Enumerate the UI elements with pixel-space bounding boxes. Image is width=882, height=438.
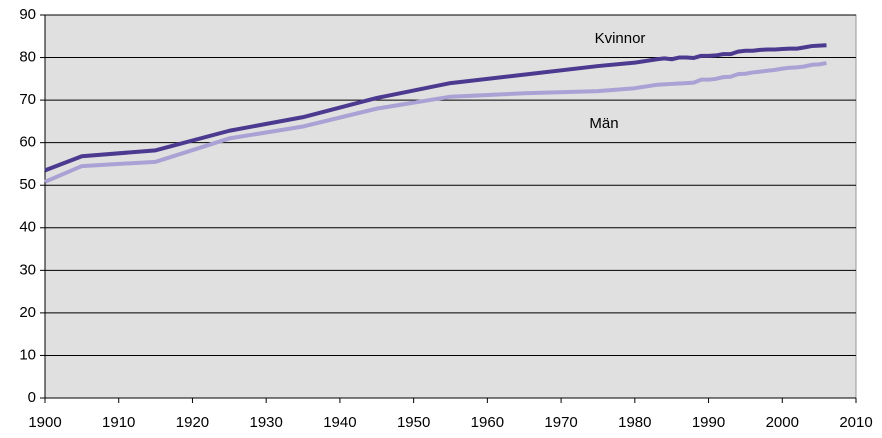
y-tick-label: 30 bbox=[19, 261, 36, 278]
plot-area bbox=[44, 14, 857, 399]
y-tick-label: 40 bbox=[19, 219, 36, 236]
line bbox=[44, 43, 827, 173]
x-tick-label: 1950 bbox=[397, 414, 430, 431]
x-tick-label: 1970 bbox=[544, 414, 577, 431]
x-tick-label: 1980 bbox=[618, 414, 651, 431]
x-tick-label: 1930 bbox=[249, 414, 282, 431]
line bbox=[44, 61, 827, 184]
y-tick-label: 90 bbox=[19, 6, 36, 23]
y-tick-label: 0 bbox=[28, 389, 36, 406]
y-tick-label: 20 bbox=[19, 304, 36, 321]
y-tick-label: 10 bbox=[19, 346, 36, 363]
x-tick-label: 1900 bbox=[28, 414, 61, 431]
x-tick-label: 1990 bbox=[692, 414, 725, 431]
x-tick-label: 2010 bbox=[839, 414, 872, 431]
y-tick-label: 60 bbox=[19, 134, 36, 151]
x-tick-label: 1940 bbox=[323, 414, 356, 431]
y-tick-label: 70 bbox=[19, 91, 36, 108]
x-tick-label: 1910 bbox=[102, 414, 135, 431]
x-tick-label: 1920 bbox=[176, 414, 209, 431]
series-label: Män bbox=[589, 115, 618, 132]
series-label: Kvinnor bbox=[595, 30, 646, 47]
y-tick-label: 50 bbox=[19, 176, 36, 193]
x-tick-label: 2000 bbox=[766, 414, 799, 431]
y-tick-label: 80 bbox=[19, 49, 36, 66]
x-tick-label: 1960 bbox=[471, 414, 504, 431]
